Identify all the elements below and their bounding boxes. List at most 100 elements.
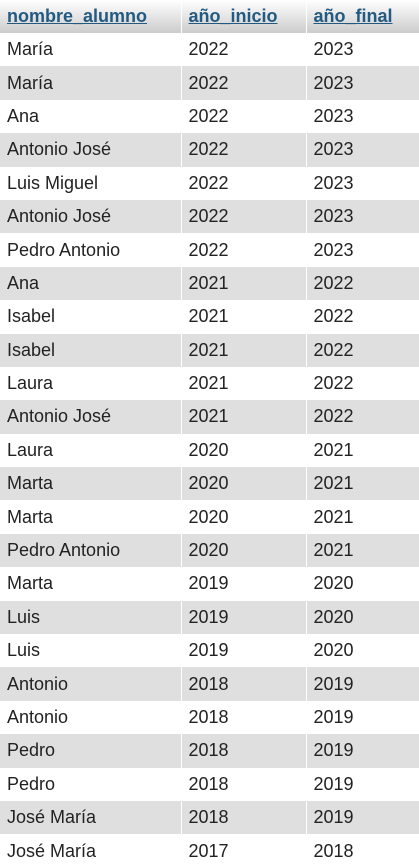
cell-ano-inicio: 2022 [181, 133, 307, 167]
table-row[interactable]: Pedro Antonio 2020 2021 [0, 533, 419, 568]
cell-ano-inicio: 2021 [181, 300, 307, 334]
cell-nombre-alumno: Pedro Antonio [0, 533, 182, 568]
cell-ano-inicio: 2021 [181, 266, 307, 301]
cell-ano-final: 2020 [306, 600, 419, 635]
cell-ano-final: 2020 [306, 567, 419, 601]
cell-ano-inicio: 2022 [181, 33, 307, 67]
cell-ano-final: 2023 [306, 33, 419, 67]
table-row[interactable]: Laura 2020 2021 [0, 433, 419, 468]
cell-ano-inicio: 2018 [181, 800, 307, 835]
cell-ano-inicio: 2022 [181, 166, 307, 200]
cell-nombre-alumno: José María [0, 834, 182, 868]
cell-nombre-alumno: Isabel [0, 333, 182, 367]
cell-nombre-alumno: Antonio [0, 700, 182, 735]
table-row[interactable]: María 2022 2023 [0, 66, 419, 100]
column-header-nombre-alumno[interactable]: nombre_alumno [0, 0, 182, 33]
table-row[interactable]: Antonio José 2022 2023 [0, 133, 419, 167]
table-body: María 2022 2023 María 2022 2023 Ana 2022 2023 Ant… [0, 33, 419, 868]
table-row[interactable]: Isabel 2021 2022 [0, 333, 419, 367]
cell-nombre-alumno: Isabel [0, 300, 182, 334]
cell-ano-inicio: 2017 [181, 834, 307, 868]
cell-ano-inicio: 2020 [181, 500, 307, 534]
table-row[interactable]: Marta 2020 2021 [0, 467, 419, 501]
table-row[interactable]: Pedro 2018 2019 [0, 767, 419, 801]
table-row[interactable]: Luis 2019 2020 [0, 634, 419, 668]
table-row[interactable]: Pedro Antonio 2022 2023 [0, 233, 419, 267]
table-row[interactable]: Laura 2021 2022 [0, 366, 419, 401]
cell-ano-final: 2021 [306, 533, 419, 568]
cell-ano-final: 2019 [306, 667, 419, 701]
cell-ano-inicio: 2019 [181, 634, 307, 668]
cell-ano-inicio: 2018 [181, 667, 307, 701]
column-header-ano-final[interactable]: año_final [306, 0, 419, 33]
table-row[interactable]: Marta 2020 2021 [0, 500, 419, 534]
cell-ano-final: 2021 [306, 467, 419, 501]
cell-ano-inicio: 2019 [181, 567, 307, 601]
table-row[interactable]: José María 2018 2019 [0, 800, 419, 835]
table-row[interactable]: Isabel 2021 2022 [0, 300, 419, 334]
cell-ano-inicio: 2022 [181, 199, 307, 234]
cell-ano-final: 2022 [306, 333, 419, 367]
cell-ano-inicio: 2018 [181, 734, 307, 768]
table-row[interactable]: Luis Miguel 2022 2023 [0, 166, 419, 200]
column-header-ano-inicio[interactable]: año_inicio [181, 0, 307, 33]
cell-ano-final: 2023 [306, 166, 419, 200]
cell-ano-final: 2021 [306, 433, 419, 468]
cell-ano-final: 2019 [306, 700, 419, 735]
cell-ano-inicio: 2021 [181, 400, 307, 434]
cell-nombre-alumno: Marta [0, 467, 182, 501]
table-row[interactable]: Pedro 2018 2019 [0, 734, 419, 768]
cell-ano-final: 2023 [306, 233, 419, 267]
table-header: nombre_alumno año_inicio año_final [0, 0, 419, 33]
cell-ano-inicio: 2021 [181, 366, 307, 401]
cell-ano-final: 2021 [306, 500, 419, 534]
cell-nombre-alumno: Antonio José [0, 199, 182, 234]
cell-ano-inicio: 2022 [181, 66, 307, 100]
cell-nombre-alumno: Pedro Antonio [0, 233, 182, 267]
table-row[interactable]: Antonio José 2021 2022 [0, 400, 419, 434]
cell-ano-final: 2018 [306, 834, 419, 868]
cell-nombre-alumno: Luis [0, 634, 182, 668]
header-row: nombre_alumno año_inicio año_final [0, 0, 419, 33]
table-row[interactable]: María 2022 2023 [0, 33, 419, 67]
cell-nombre-alumno: Marta [0, 500, 182, 534]
table-row[interactable]: Antonio José 2022 2023 [0, 199, 419, 234]
table-row[interactable]: Marta 2019 2020 [0, 567, 419, 601]
cell-nombre-alumno: Laura [0, 433, 182, 468]
cell-ano-inicio: 2020 [181, 533, 307, 568]
cell-ano-inicio: 2020 [181, 467, 307, 501]
cell-nombre-alumno: Pedro [0, 734, 182, 768]
table-row[interactable]: Luis 2019 2020 [0, 600, 419, 635]
cell-ano-final: 2019 [306, 734, 419, 768]
cell-ano-final: 2023 [306, 199, 419, 234]
cell-nombre-alumno: Laura [0, 366, 182, 401]
cell-ano-final: 2019 [306, 767, 419, 801]
cell-ano-final: 2022 [306, 366, 419, 401]
cell-ano-final: 2022 [306, 300, 419, 334]
cell-nombre-alumno: Antonio [0, 667, 182, 701]
table-row[interactable]: José María 2017 2018 [0, 834, 419, 868]
table-row[interactable]: Antonio 2018 2019 [0, 700, 419, 735]
cell-ano-final: 2023 [306, 99, 419, 134]
table-row[interactable]: Ana 2022 2023 [0, 99, 419, 134]
table-row[interactable]: Antonio 2018 2019 [0, 667, 419, 701]
cell-nombre-alumno: Ana [0, 266, 182, 301]
cell-nombre-alumno: José María [0, 800, 182, 835]
cell-nombre-alumno: María [0, 33, 182, 67]
cell-ano-final: 2023 [306, 133, 419, 167]
cell-nombre-alumno: Antonio José [0, 133, 182, 167]
cell-ano-inicio: 2022 [181, 233, 307, 267]
cell-nombre-alumno: Luis [0, 600, 182, 635]
cell-ano-inicio: 2021 [181, 333, 307, 367]
cell-nombre-alumno: Luis Miguel [0, 166, 182, 200]
cell-nombre-alumno: Antonio José [0, 400, 182, 434]
cell-ano-final: 2019 [306, 800, 419, 835]
cell-nombre-alumno: Pedro [0, 767, 182, 801]
cell-nombre-alumno: Ana [0, 99, 182, 134]
cell-ano-final: 2022 [306, 400, 419, 434]
cell-ano-inicio: 2018 [181, 700, 307, 735]
table-row[interactable]: Ana 2021 2022 [0, 266, 419, 301]
cell-ano-final: 2023 [306, 66, 419, 100]
cell-ano-inicio: 2019 [181, 600, 307, 635]
